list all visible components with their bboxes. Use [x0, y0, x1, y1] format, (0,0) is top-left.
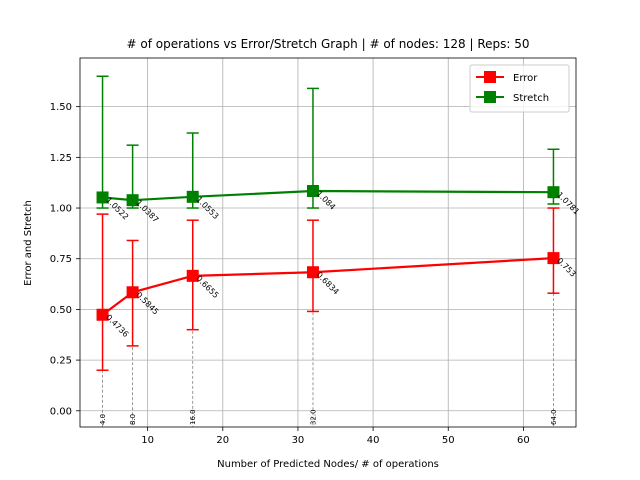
y-tick-label: 0.00	[50, 406, 72, 417]
x-position-label: 32.0	[309, 409, 317, 425]
y-tick-label: 1.25	[50, 153, 72, 164]
data-point	[306, 185, 319, 198]
data-point	[547, 186, 560, 199]
y-tick-label: 1.50	[50, 102, 72, 113]
x-position-label: 64.0	[550, 409, 558, 425]
grid	[80, 58, 576, 427]
x-position-label: 4.0	[99, 414, 107, 425]
legend-stretch-label: Stretch	[513, 93, 549, 104]
data-point	[96, 308, 109, 321]
data-point	[186, 190, 199, 203]
x-position-label: 16.0	[189, 409, 197, 425]
x-position-label: 8.0	[129, 414, 137, 425]
y-axis-label: Error and Stretch	[23, 200, 34, 286]
data-point	[306, 266, 319, 279]
legend-stretch-marker	[484, 91, 496, 103]
y-tick-label: 1.00	[50, 204, 72, 215]
data-point	[126, 194, 139, 207]
data-point	[186, 269, 199, 282]
legend-error-label: Error	[513, 73, 538, 84]
x-tick-label: 20	[216, 435, 229, 446]
x-tick-label: 30	[292, 435, 305, 446]
axis-ticks: 10 20 30 40 50 60 0.00 0.25 0.50 0.75 1.00 1.25 1.50	[50, 102, 530, 446]
y-tick-label: 0.25	[50, 356, 72, 367]
y-tick-label: 0.50	[50, 305, 72, 316]
x-tick-label: 10	[141, 435, 154, 446]
x-tick-label: 60	[517, 435, 530, 446]
x-tick-label: 40	[367, 435, 380, 446]
y-tick-label: 0.75	[50, 254, 72, 265]
chart-title: # of operations vs Error/Stretch Graph |…	[126, 37, 529, 51]
x-axis-label: Number of Predicted Nodes/ # of operatio…	[217, 459, 439, 470]
data-point	[96, 191, 109, 204]
plot-area-frame	[79, 57, 577, 428]
legend-error-marker	[484, 71, 496, 83]
data-point	[126, 286, 139, 299]
legend: Error Stretch	[469, 64, 570, 113]
data-point	[547, 252, 560, 265]
x-tick-label: 50	[442, 435, 455, 446]
